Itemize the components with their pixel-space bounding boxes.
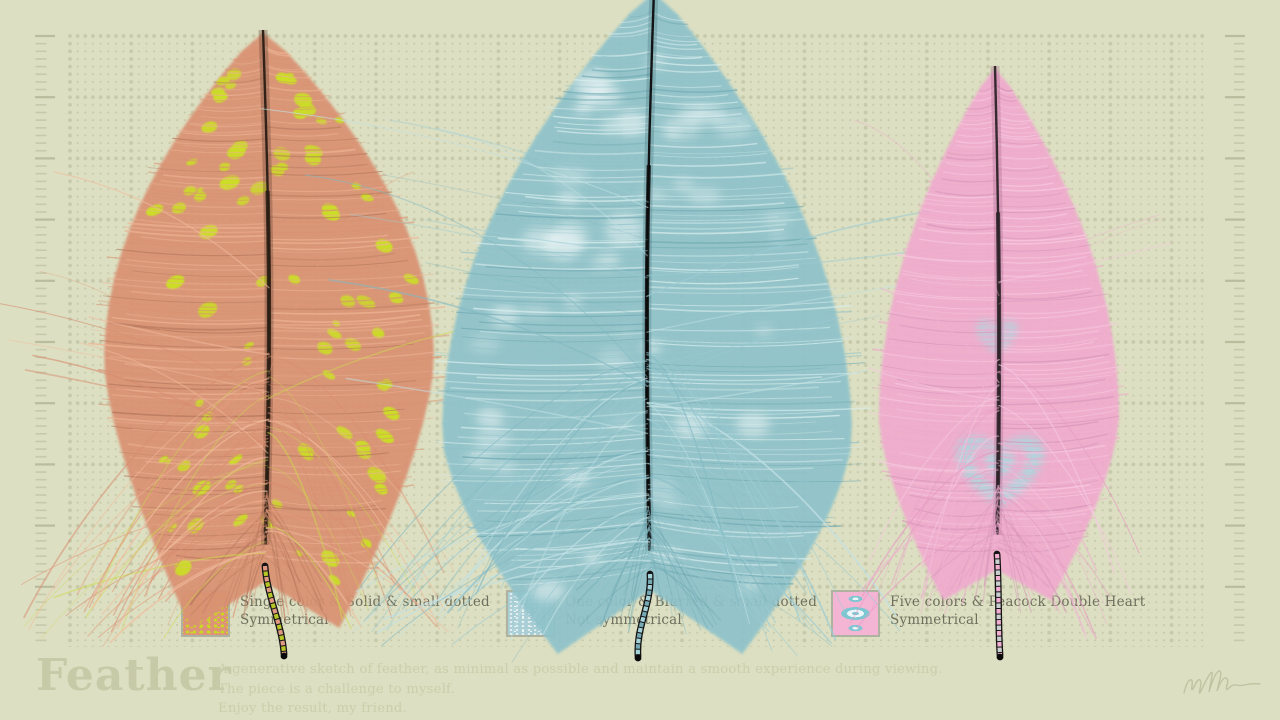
peacock-heart-swatch: [831, 590, 880, 637]
legend-line-1: Single color & Solid & small dotted: [240, 594, 490, 610]
solid-dotted-swatch: [181, 590, 230, 637]
legend-label: Five colors & Peacock Double Heart Symme…: [890, 590, 1145, 637]
description: A generative sketch of feather, as minim…: [218, 660, 943, 719]
legend-line-1: One color & Blurred & small dotted: [565, 594, 818, 610]
legend-label: Single color & Solid & small dotted Symm…: [240, 590, 490, 637]
legend-line-1: Five colors & Peacock Double Heart: [890, 594, 1146, 610]
page-title: Feather: [36, 650, 232, 701]
description-line: The piece is a challenge to myself.: [218, 681, 456, 697]
legend-label: One color & Blurred & small dotted Not s…: [565, 590, 817, 637]
legend-item-peacock-heart: Five colors & Peacock Double Heart Symme…: [831, 590, 1145, 637]
legend-item-solid-dotted: Single color & Solid & small dotted Symm…: [181, 590, 490, 637]
description-line: A generative sketch of feather, as minim…: [218, 662, 943, 677]
blurred-dotted-swatch: [506, 590, 555, 637]
description-line: Enjoy the result, my friend.: [218, 701, 407, 716]
legend-item-blurred-dotted: One color & Blurred & small dotted Not s…: [506, 590, 817, 637]
legend-line-2: Symmetrical: [240, 611, 329, 628]
legend-line-2: Not symmetrical: [565, 611, 682, 628]
legend-line-2: Symmetrical: [890, 611, 979, 628]
